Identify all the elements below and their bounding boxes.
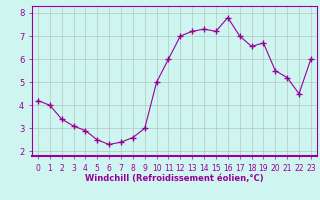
X-axis label: Windchill (Refroidissement éolien,°C): Windchill (Refroidissement éolien,°C) [85, 174, 264, 183]
